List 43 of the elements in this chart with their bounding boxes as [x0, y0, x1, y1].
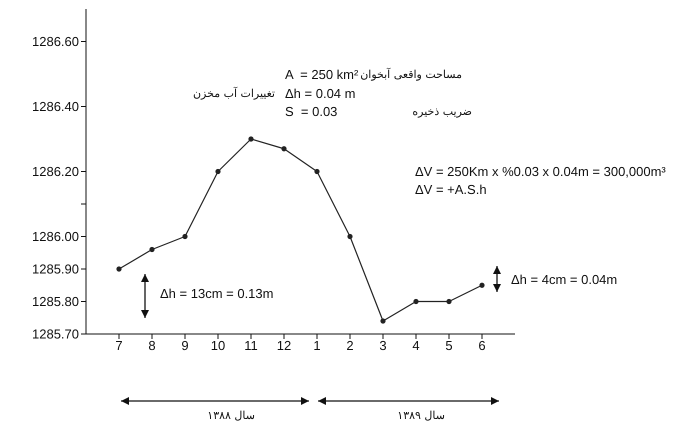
y-tick-label: 1285.70 [32, 326, 79, 342]
annotation: ضریب ذخیره [412, 104, 472, 120]
x-tick-label: 3 [379, 338, 387, 354]
annotation: S = 0.03 [285, 104, 338, 120]
point [182, 234, 188, 240]
point [248, 136, 254, 142]
annotation: ΔV = +A.S.h [415, 182, 487, 198]
y-tick-label: 1286.00 [32, 229, 79, 244]
x-tick-label: 6 [478, 338, 486, 354]
annotation: Δh = 0.04 m [285, 86, 356, 102]
annotation: Δh = 13cm = 0.13m [160, 286, 274, 302]
x-tick-label: 11 [244, 338, 258, 354]
x-tick-label: 4 [412, 338, 420, 354]
point [314, 168, 320, 174]
x-tick-label: 9 [181, 338, 189, 354]
text: سال ۱۳۸۹ [397, 408, 445, 424]
point [479, 282, 485, 288]
x-tick-label: 2 [346, 338, 354, 354]
point [281, 146, 287, 152]
x-tick-label: 1 [313, 338, 321, 354]
point [347, 234, 353, 240]
point [215, 168, 221, 174]
point [116, 266, 122, 272]
point [380, 318, 386, 324]
annotation: مساحت واقعی آبخوان [360, 67, 462, 83]
y-tick-label: 1286.40 [32, 99, 79, 114]
x-tick-label: 7 [115, 338, 123, 354]
point [413, 298, 419, 304]
y-tick-label: 1285.80 [32, 294, 79, 310]
x-tick-label: 12 [276, 338, 292, 354]
x-tick-label: 10 [210, 338, 226, 354]
x-tick-label: 5 [445, 338, 453, 354]
point [446, 298, 452, 304]
annotation: تغییرات آب مخزن [192, 86, 275, 102]
y-tick-label: 1286.20 [32, 164, 79, 180]
x-tick-label: 8 [148, 338, 156, 354]
annotation: A = 250 km² [285, 67, 358, 83]
y-tick-label: 1285.90 [32, 262, 79, 277]
annotation: ΔV = 250Km x %0.03 x 0.04m = 300,000m³ [415, 164, 666, 180]
y-tick-label: 1286.60 [32, 34, 79, 50]
annotation: Δh = 4cm = 0.04m [511, 272, 618, 288]
point [149, 246, 155, 252]
text: سال ۱۳۸۸ [207, 408, 255, 424]
